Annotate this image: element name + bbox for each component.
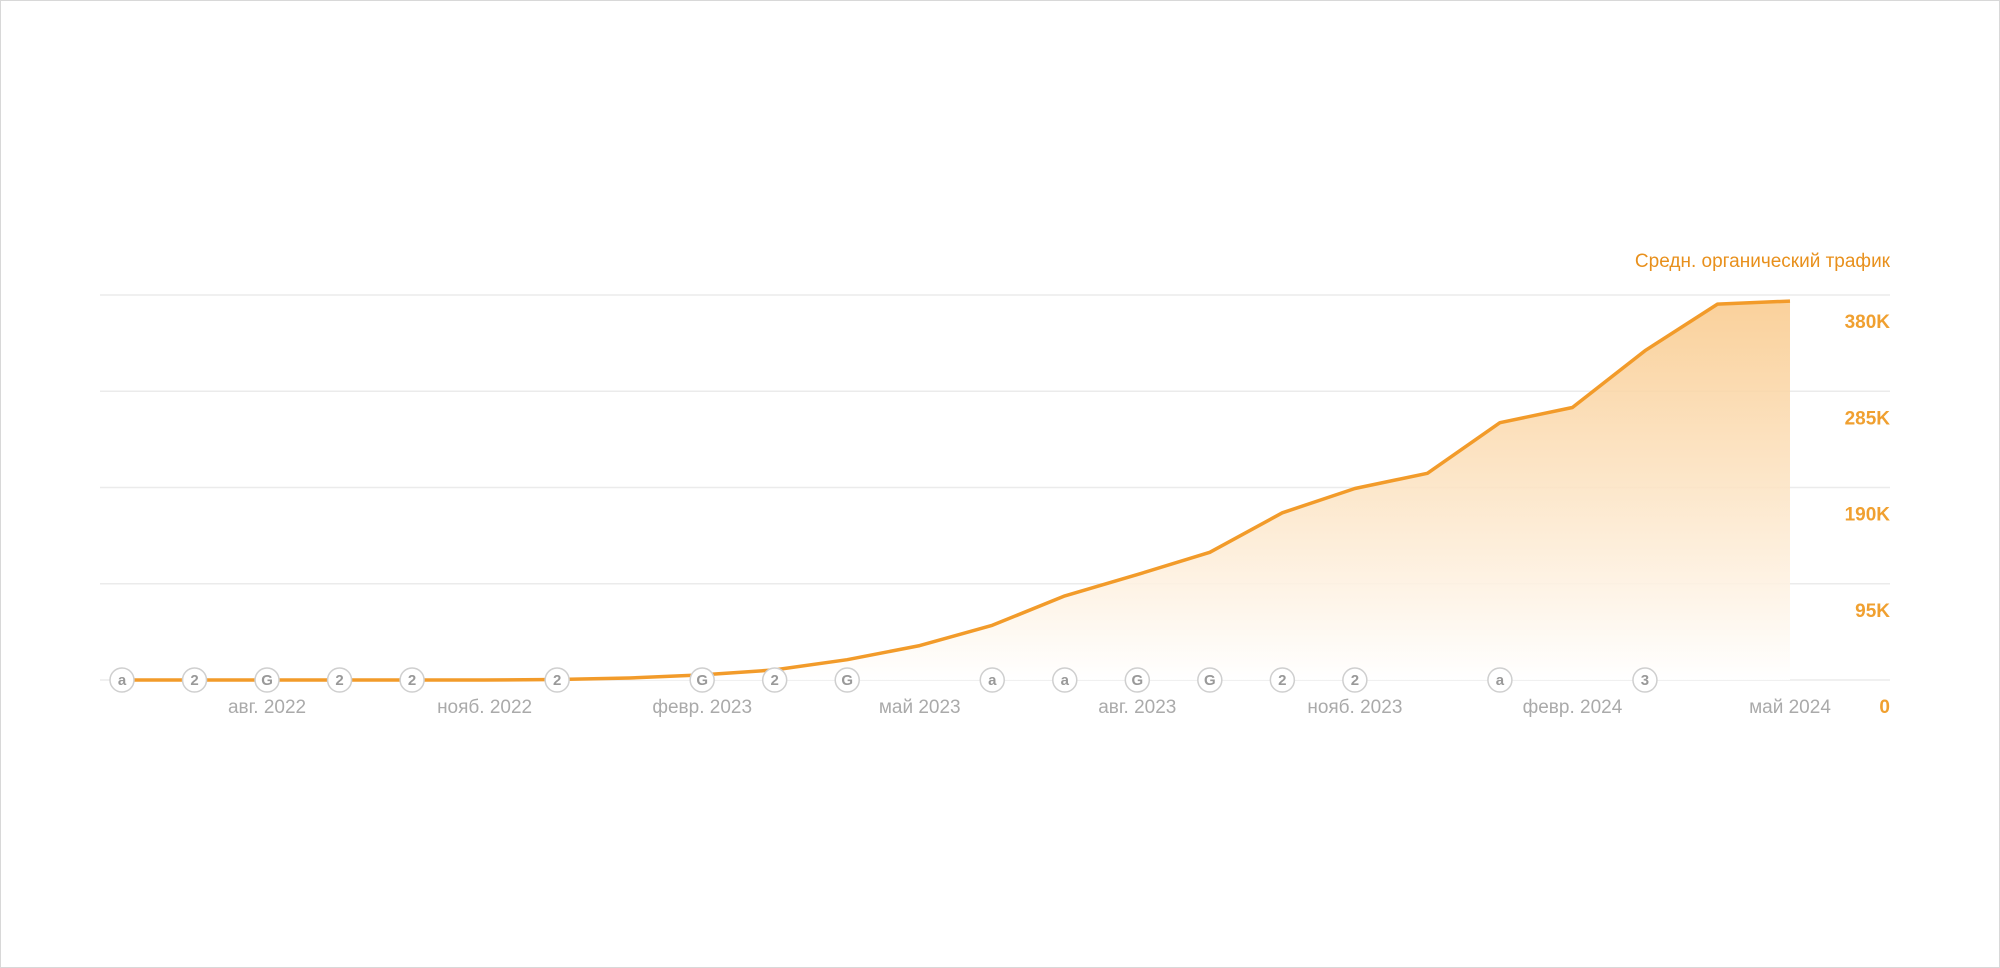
event-marker <box>326 667 353 693</box>
event-marker <box>399 667 425 693</box>
event-marker <box>109 667 135 693</box>
event-marker <box>254 667 280 693</box>
event-marker-label: a <box>1496 672 1505 689</box>
event-marker-label: G <box>1204 672 1216 689</box>
event-marker <box>1269 667 1296 693</box>
event-marker-label: 2 <box>335 672 343 689</box>
y-tick-label: 190K <box>1845 505 1891 526</box>
event-marker-label: 2 <box>190 672 198 689</box>
event-marker <box>1197 667 1223 693</box>
event-marker-label: a <box>118 672 127 689</box>
event-marker <box>1487 667 1513 693</box>
event-marker-label: 2 <box>553 672 561 689</box>
event-marker-label: 2 <box>771 672 779 689</box>
y-tick-label: 0 <box>1879 697 1890 718</box>
event-marker <box>761 667 788 693</box>
event-marker-label: a <box>1061 672 1070 689</box>
event-marker-label: 2 <box>1351 672 1359 689</box>
y-tick-label: 285K <box>1845 408 1891 429</box>
x-tick-label: нояб. 2022 <box>437 697 532 718</box>
x-tick-label: авг. 2022 <box>228 697 306 718</box>
event-marker-label: a <box>988 672 997 689</box>
x-tick-label: нояб. 2023 <box>1307 697 1402 718</box>
x-tick-label: февр. 2024 <box>1523 697 1623 718</box>
event-marker-label: G <box>696 672 708 689</box>
event-marker <box>1124 667 1151 693</box>
event-marker-label: G <box>261 672 273 689</box>
event-marker <box>979 667 1006 693</box>
event-marker <box>1342 667 1368 693</box>
event-marker-label: G <box>841 672 853 689</box>
x-tick-label: май 2023 <box>879 697 961 718</box>
event-marker-label: G <box>1131 672 1143 689</box>
event-marker <box>834 667 860 693</box>
y-tick-label: 95K <box>1855 601 1890 622</box>
area <box>122 301 1790 680</box>
event-marker-label: 3 <box>1641 672 1649 689</box>
x-tick-label: май 2024 <box>1749 697 1831 718</box>
event-marker <box>689 667 715 693</box>
event-marker-label: 2 <box>408 672 416 689</box>
event-marker <box>1052 667 1078 693</box>
y-tick-label: 380K <box>1845 312 1891 333</box>
event-marker <box>544 667 570 693</box>
event-marker <box>1632 667 1658 693</box>
x-tick-label: авг. 2023 <box>1098 697 1176 718</box>
chart-title: Средн. органический трафик <box>1635 251 1891 272</box>
event-marker-label: 2 <box>1278 672 1286 689</box>
x-tick-label: февр. 2023 <box>652 697 752 718</box>
event-marker <box>181 667 208 693</box>
